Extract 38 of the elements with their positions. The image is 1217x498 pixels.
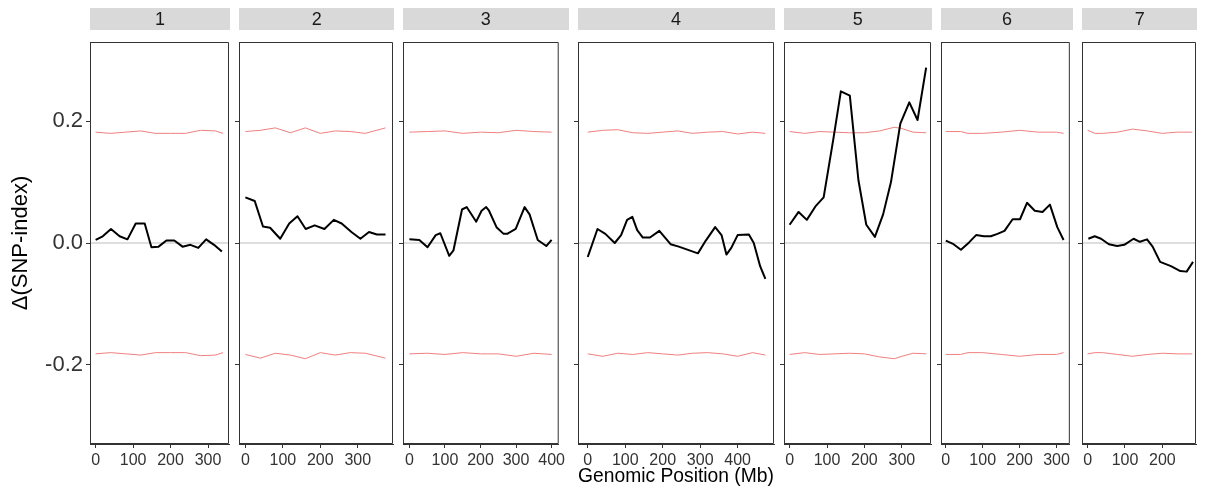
chart-title: 6 — [941, 8, 1073, 30]
x-tick-label: 400 — [538, 451, 566, 469]
x-tick-label: 100 — [119, 451, 147, 469]
x-tick-label: 100 — [1111, 451, 1139, 469]
x-tick-label: 0 — [784, 451, 794, 469]
x-tick-label: 0 — [1083, 451, 1093, 469]
y-tick-label: -0.2 — [45, 350, 83, 376]
x-tick-label: 100 — [611, 451, 639, 469]
x-tick-label: 0 — [91, 451, 101, 469]
x-tick-label: 100 — [969, 451, 997, 469]
x-tick-label: 100 — [813, 451, 841, 469]
chart-title: 3 — [403, 8, 569, 30]
chart-title: 2 — [239, 8, 395, 30]
x-tick-label: 0 — [241, 451, 251, 469]
x-tick-label: 0 — [941, 451, 951, 469]
chart-title: 5 — [783, 8, 932, 30]
x-tick-label: 200 — [648, 451, 676, 469]
x-tick-label: 300 — [502, 451, 530, 469]
x-tick-label: 300 — [1043, 451, 1070, 469]
x-tick-label: 200 — [467, 451, 495, 469]
x-tick-label: 200 — [307, 451, 334, 469]
x-tick-label: 300 — [344, 451, 372, 469]
x-tick-label: 100 — [269, 451, 297, 469]
y-axis-title: Δ(SNP-index) — [7, 175, 33, 311]
x-tick-label: 200 — [1149, 451, 1176, 469]
chart-title: 4 — [577, 8, 775, 30]
x-tick-label: 300 — [194, 451, 222, 469]
x-tick-label: 300 — [888, 451, 915, 469]
chart-title: 1 — [90, 8, 231, 30]
chart-title: 7 — [1082, 8, 1198, 30]
x-tick-label: 200 — [157, 451, 184, 469]
x-tick-label: 200 — [850, 451, 878, 469]
x-tick-label: 100 — [431, 451, 459, 469]
y-tick-label: 0.2 — [52, 107, 83, 133]
y-tick-label: 0.0 — [52, 229, 83, 255]
x-tick-label: 200 — [1006, 451, 1034, 469]
x-tick-label: 0 — [405, 451, 415, 469]
x-tick-label: 0 — [582, 451, 592, 469]
